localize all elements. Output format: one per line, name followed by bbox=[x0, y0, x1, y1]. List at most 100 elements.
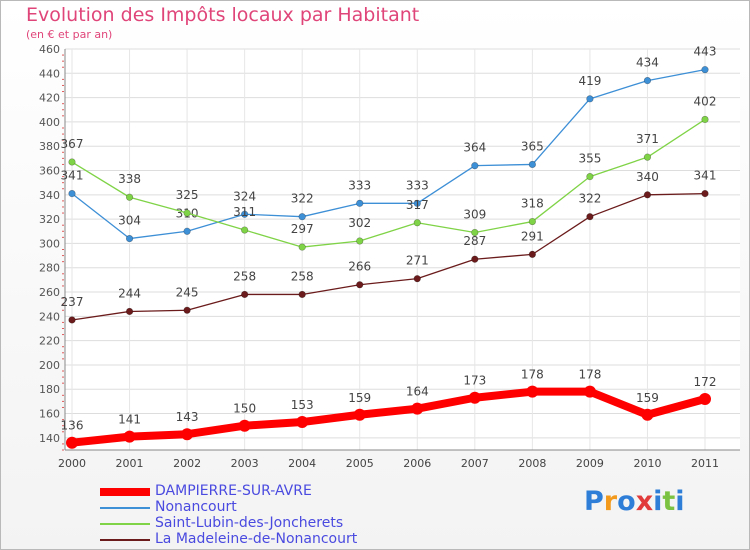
data-point bbox=[241, 210, 249, 218]
data-label: 371 bbox=[636, 132, 659, 146]
data-point bbox=[413, 199, 421, 207]
y-tick-label: 160 bbox=[39, 408, 60, 421]
y-tick-label: 300 bbox=[39, 237, 60, 250]
y-tick-label: 460 bbox=[39, 43, 60, 56]
logo-letter: P bbox=[584, 486, 604, 517]
data-label: 271 bbox=[406, 254, 429, 268]
logo-letter: i bbox=[653, 486, 663, 517]
logo-letter: t bbox=[662, 486, 676, 517]
proxiti-logo: Proxiti bbox=[584, 486, 685, 517]
data-point bbox=[526, 385, 539, 398]
legend-swatch bbox=[100, 539, 150, 541]
data-point bbox=[183, 306, 191, 314]
x-tick-label: 2007 bbox=[461, 457, 489, 470]
y-tick-label: 180 bbox=[39, 383, 60, 396]
data-label: 258 bbox=[233, 269, 256, 283]
data-point bbox=[353, 408, 366, 421]
legend-label: La Madeleine-de-Nonancourt bbox=[155, 531, 358, 547]
data-label: 173 bbox=[463, 374, 486, 388]
data-point bbox=[586, 172, 594, 181]
y-tick-label: 320 bbox=[39, 213, 60, 226]
data-label: 419 bbox=[578, 74, 601, 88]
data-point bbox=[528, 160, 536, 169]
logo-letter: i bbox=[675, 486, 685, 517]
logo-letter: x bbox=[635, 486, 654, 517]
data-point bbox=[183, 227, 191, 235]
data-label: 325 bbox=[176, 188, 199, 202]
data-label: 338 bbox=[118, 172, 141, 186]
data-point bbox=[643, 76, 652, 85]
data-label: 178 bbox=[578, 368, 601, 382]
y-tick-label: 220 bbox=[39, 335, 60, 348]
data-label: 266 bbox=[348, 260, 371, 274]
y-tick-label: 200 bbox=[39, 359, 60, 372]
data-label: 141 bbox=[118, 413, 141, 427]
data-label: 324 bbox=[233, 189, 256, 203]
data-label: 311 bbox=[233, 205, 256, 219]
x-tick-label: 2005 bbox=[346, 457, 374, 470]
plot-area bbox=[65, 49, 740, 450]
x-tick-label: 2000 bbox=[58, 457, 86, 470]
data-point bbox=[356, 237, 364, 245]
data-label: 318 bbox=[521, 197, 544, 211]
data-label: 341 bbox=[694, 169, 717, 183]
data-label: 364 bbox=[463, 141, 486, 155]
series-line-2 bbox=[71, 118, 706, 248]
data-label: 322 bbox=[291, 192, 314, 206]
data-point bbox=[68, 158, 76, 166]
data-point bbox=[701, 190, 709, 198]
data-point bbox=[298, 290, 306, 299]
data-point bbox=[528, 250, 536, 258]
data-label: 302 bbox=[348, 216, 371, 230]
data-point bbox=[238, 419, 251, 432]
data-label: 143 bbox=[176, 410, 199, 424]
data-label: 159 bbox=[636, 391, 659, 405]
series-line-3 bbox=[71, 192, 706, 321]
data-point bbox=[125, 307, 134, 316]
data-label: 258 bbox=[291, 269, 314, 283]
data-point bbox=[471, 162, 479, 170]
x-tick-label: 2003 bbox=[231, 457, 259, 470]
data-point bbox=[471, 228, 479, 237]
y-tick-label: 340 bbox=[39, 189, 60, 202]
data-label: 317 bbox=[406, 198, 429, 212]
x-tick-label: 2006 bbox=[403, 457, 431, 470]
data-label: 333 bbox=[406, 178, 429, 192]
chart-title: Evolution des Impôts locaux par Habitant bbox=[26, 4, 420, 26]
data-label: 178 bbox=[521, 368, 544, 382]
legend-swatch bbox=[100, 507, 150, 509]
data-label: 443 bbox=[694, 45, 717, 59]
data-point bbox=[356, 199, 364, 207]
data-label: 297 bbox=[291, 222, 314, 236]
data-label: 355 bbox=[578, 152, 601, 166]
y-tick-label: 280 bbox=[39, 262, 60, 275]
data-point bbox=[413, 275, 421, 283]
data-label: 153 bbox=[291, 398, 314, 412]
legend-label: Saint-Lubin-des-Joncherets bbox=[155, 515, 344, 531]
data-label: 333 bbox=[348, 178, 371, 192]
data-label: 304 bbox=[118, 214, 141, 228]
data-point bbox=[586, 213, 594, 221]
data-label: 341 bbox=[61, 169, 84, 183]
data-point bbox=[68, 316, 76, 324]
data-point bbox=[296, 416, 309, 429]
data-point bbox=[643, 191, 652, 199]
data-label: 434 bbox=[636, 56, 659, 70]
data-point bbox=[643, 153, 652, 161]
data-point bbox=[356, 281, 364, 289]
chart-subtitle: (en € et par an) bbox=[26, 28, 113, 41]
data-point bbox=[123, 430, 136, 443]
data-label: 150 bbox=[233, 402, 256, 416]
x-tick-label: 2008 bbox=[518, 457, 546, 470]
data-label: 309 bbox=[463, 207, 486, 221]
data-label: 136 bbox=[61, 419, 84, 433]
data-point bbox=[241, 290, 249, 299]
data-point bbox=[68, 190, 76, 198]
data-point bbox=[583, 385, 596, 398]
y-tick-label: 260 bbox=[39, 286, 60, 299]
data-point bbox=[181, 428, 194, 441]
data-point bbox=[586, 95, 594, 103]
data-label: 287 bbox=[463, 234, 486, 248]
logo-letter: o bbox=[617, 486, 636, 517]
x-tick-label: 2004 bbox=[288, 457, 316, 470]
